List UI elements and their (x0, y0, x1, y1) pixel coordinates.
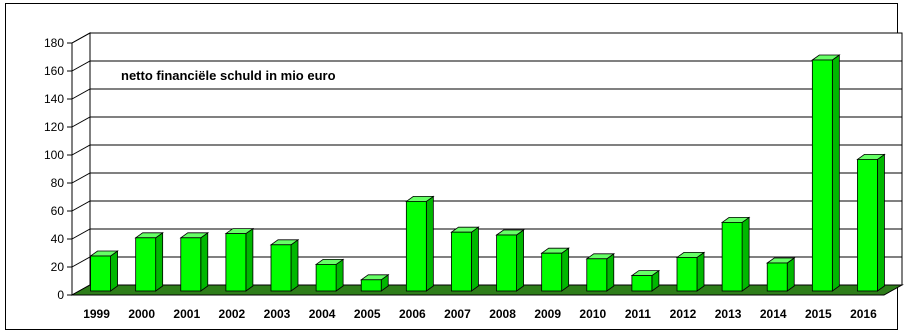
y-axis-ticks: 0 20 40 60 80 100 120 140 160 180 (44, 36, 73, 302)
y-tick-label: 120 (44, 120, 64, 134)
bar (450, 226, 480, 292)
bar-side (561, 247, 570, 292)
y-tick-label: 40 (51, 232, 65, 246)
bar (630, 269, 661, 292)
bar (675, 251, 706, 292)
bar (134, 232, 164, 292)
bar (314, 258, 345, 292)
bar (856, 153, 886, 292)
bar-front (857, 158, 878, 292)
y-tick-label: 160 (44, 64, 64, 78)
bar-front (586, 258, 608, 292)
x-tick-label: 2012 (670, 307, 697, 321)
x-tick-label: 2005 (354, 307, 381, 321)
x-tick-label: 2013 (715, 307, 742, 321)
x-tick-label: 2016 (850, 307, 877, 321)
bar-side (200, 232, 209, 292)
bar (89, 250, 119, 292)
x-tick-label: 2007 (444, 307, 471, 321)
gridline (71, 256, 902, 268)
bar-front (315, 263, 337, 292)
gridline (71, 88, 902, 100)
gridline (71, 144, 902, 156)
y-tick-label: 100 (44, 148, 64, 162)
bar-side (877, 153, 885, 292)
y-tick-label: 0 (57, 288, 64, 302)
chart-title: netto financiële schuld in mio euro (121, 68, 336, 83)
gridline (71, 200, 902, 212)
bar-front (721, 221, 743, 292)
bar (495, 229, 525, 292)
y-tick-label: 20 (51, 260, 65, 274)
bar-side (696, 251, 705, 292)
gridline (71, 228, 902, 240)
x-tick-label: 2014 (760, 307, 787, 321)
x-tick-label: 1999 (83, 307, 110, 321)
gridline (71, 172, 902, 184)
bar-side (786, 257, 795, 292)
y-tick-label: 180 (44, 36, 64, 50)
bar (765, 257, 796, 292)
bar-side (290, 239, 299, 292)
bar-front (270, 244, 292, 292)
bar-front (811, 59, 833, 292)
bar (224, 227, 255, 292)
bar (405, 195, 435, 292)
bar-side (425, 195, 434, 292)
bar (179, 232, 210, 292)
bar-front (135, 237, 157, 292)
x-tick-label: 2004 (309, 307, 336, 321)
bar-front (180, 237, 202, 292)
side-wall (71, 32, 91, 296)
bar (720, 216, 751, 292)
x-tick-label: 2003 (264, 307, 291, 321)
bar-side (110, 250, 118, 292)
bar-front (631, 275, 653, 292)
gridline (71, 60, 902, 72)
bar-front (225, 233, 247, 292)
bar-front (90, 255, 111, 292)
bars (89, 54, 886, 292)
x-tick-label: 2000 (128, 307, 155, 321)
x-tick-label: 2011 (625, 307, 651, 321)
x-tick-label: 2002 (219, 307, 246, 321)
gridline (71, 116, 902, 128)
x-tick-label: 2009 (534, 307, 561, 321)
bar (540, 247, 570, 292)
bar-side (606, 253, 615, 292)
bar-side (741, 216, 750, 292)
bar (269, 239, 300, 292)
x-tick-label: 2001 (173, 307, 200, 321)
bar-front (766, 262, 788, 292)
x-axis-labels: 1999 2000 2001 2002 2003 2004 2005 2006 2007 2008… (83, 307, 877, 321)
bar (811, 54, 841, 292)
x-tick-label: 2010 (579, 307, 606, 321)
x-tick-label: 2008 (489, 307, 516, 321)
bar-front (360, 279, 382, 292)
bar (359, 274, 390, 292)
bar-side (516, 229, 524, 292)
bar-side (471, 226, 479, 292)
y-tick-label: 140 (44, 92, 64, 106)
x-tick-label: 2006 (399, 307, 426, 321)
bar-front (676, 256, 698, 292)
bar-front (541, 252, 563, 292)
y-tick-label: 60 (51, 204, 65, 218)
bar-side (831, 54, 840, 292)
bar-side (155, 232, 164, 292)
gridline (71, 32, 902, 44)
bar (585, 253, 616, 292)
bar-front (496, 234, 517, 292)
x-tick-label: 2015 (805, 307, 832, 321)
bar-front (451, 231, 472, 292)
bar-front (405, 200, 427, 292)
y-tick-label: 80 (51, 176, 65, 190)
bar-side (245, 227, 254, 292)
